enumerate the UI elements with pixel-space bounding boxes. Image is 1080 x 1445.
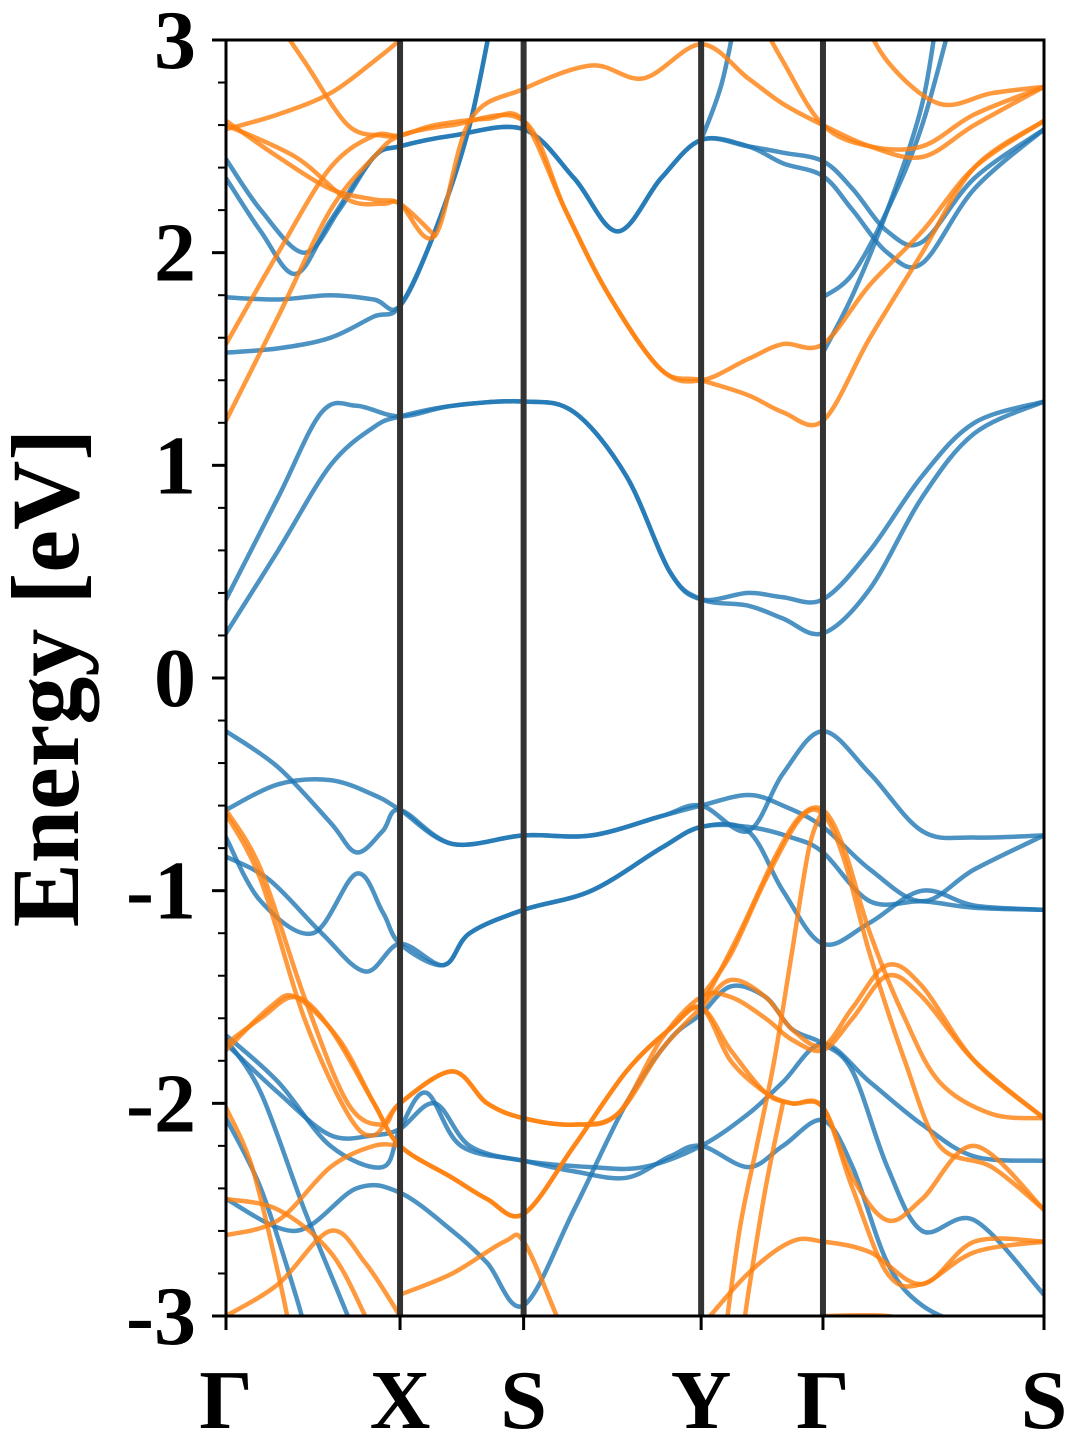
band-line-8 bbox=[226, 983, 1044, 1309]
x-tick-label-1: X bbox=[370, 1354, 431, 1440]
band-line-26 bbox=[226, 807, 1044, 1127]
y-axis-label: Energy [eV] bbox=[0, 429, 99, 928]
band-line-14 bbox=[226, 124, 1044, 270]
band-line-9 bbox=[226, 1115, 305, 1316]
band-line-38 bbox=[397, 1232, 560, 1316]
band-line-32 bbox=[725, 807, 826, 1316]
band-line-35 bbox=[226, 1196, 368, 1316]
x-tick-label-5: S bbox=[1021, 1354, 1068, 1440]
x-tick-label-3: Y bbox=[671, 1354, 732, 1440]
band-line-24 bbox=[768, 40, 1044, 152]
y-tick-label-3: 0 bbox=[154, 632, 196, 725]
band-line-1 bbox=[226, 399, 1044, 605]
y-tick-label-2: -1 bbox=[126, 845, 196, 938]
kpoint-lines-group bbox=[397, 40, 826, 1316]
x-tick-label-0: Γ bbox=[199, 1354, 252, 1440]
band-line-37 bbox=[226, 1228, 403, 1316]
band-line-39 bbox=[707, 1236, 1044, 1316]
band-line-25 bbox=[871, 40, 1044, 108]
band-line-10 bbox=[226, 1037, 351, 1316]
band-line-33 bbox=[742, 1101, 786, 1316]
band-line-3 bbox=[226, 777, 1044, 904]
band-line-21 bbox=[226, 40, 403, 132]
band-line-0 bbox=[226, 399, 1044, 637]
band-line-23 bbox=[287, 40, 403, 139]
x-tick-label-4: Γ bbox=[796, 1354, 849, 1440]
y-tick-label-6: 3 bbox=[154, 0, 196, 87]
band-line-31 bbox=[698, 807, 1044, 1212]
band-line-2 bbox=[226, 728, 1044, 855]
y-tick-label-4: 1 bbox=[154, 419, 196, 512]
x-tick-label-2: S bbox=[500, 1354, 547, 1440]
band-line-16 bbox=[820, 40, 936, 355]
band-line-19 bbox=[226, 111, 1044, 384]
y-tick-label-0: -3 bbox=[126, 1270, 196, 1363]
y-tick-label-5: 2 bbox=[154, 207, 196, 300]
band-line-29 bbox=[226, 992, 1044, 1289]
band-line-20 bbox=[226, 42, 1044, 241]
band-line-36 bbox=[226, 1142, 403, 1238]
band-line-17 bbox=[698, 40, 734, 143]
band-series-group bbox=[226, 40, 1044, 1316]
y-axis: -3 -2 -1 0 1 2 3 bbox=[126, 0, 226, 1363]
band-line-6 bbox=[226, 1033, 948, 1316]
band-line-5 bbox=[226, 822, 1044, 974]
band-line-18 bbox=[226, 112, 1044, 428]
y-tick-label-1: -2 bbox=[126, 1057, 196, 1150]
